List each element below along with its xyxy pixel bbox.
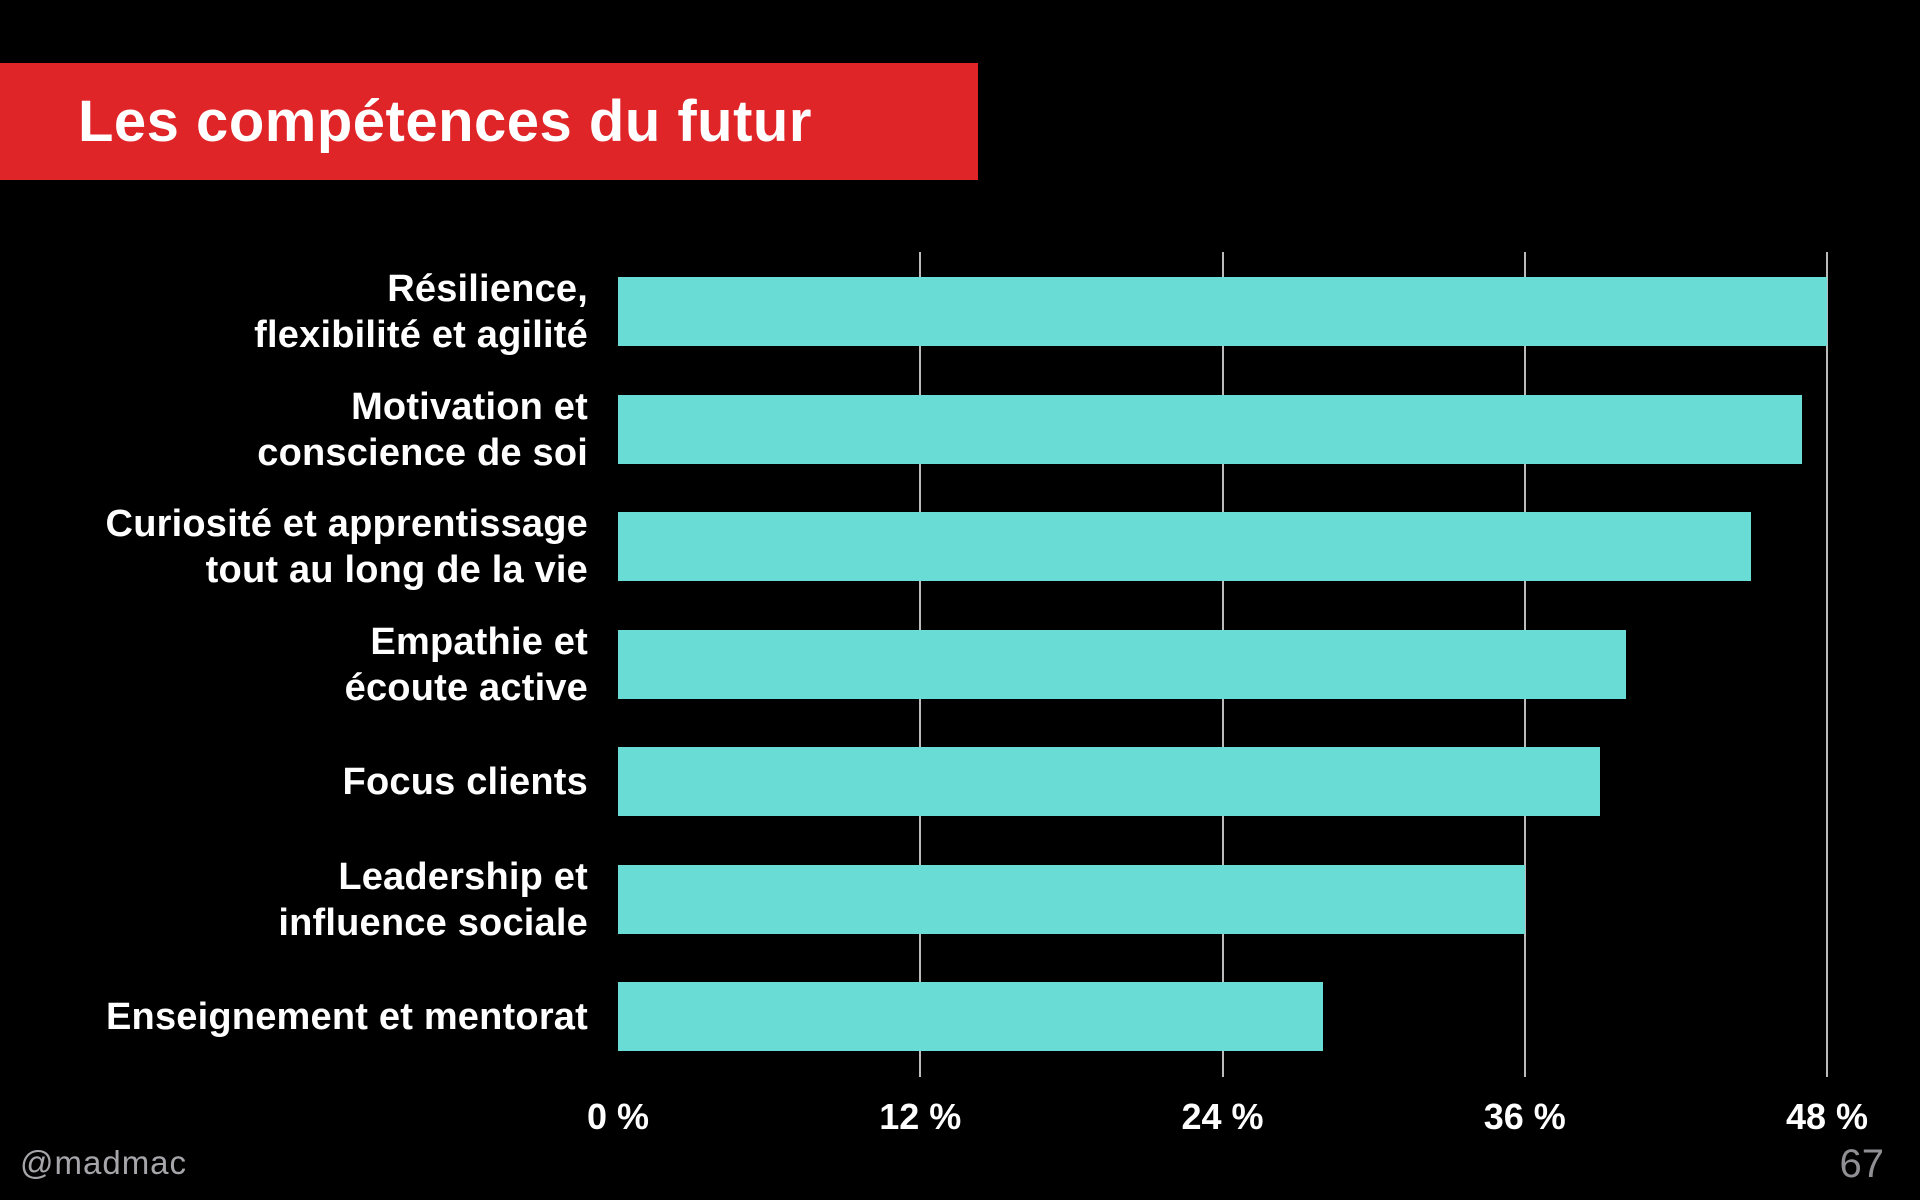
category-label-line: Motivation et (351, 386, 588, 428)
category-label-line: conscience de soi (257, 432, 588, 474)
gridline-48-percent (1826, 252, 1828, 1077)
category-label: Motivation et conscience de soi (0, 384, 588, 476)
slide-title: Les compétences du futur (78, 89, 812, 154)
category-label-line: Curiosité et apprentissage (105, 503, 588, 545)
x-axis-tick-label: 48 % (1785, 1096, 1869, 1137)
category-label: Focus clients (0, 759, 588, 805)
bar (618, 395, 1802, 464)
title-banner: Les compétences du futur (0, 63, 978, 180)
category-label-line: tout au long de la vie (205, 549, 588, 591)
page-number: 67 (1839, 1142, 1885, 1186)
category-label-line: Leadership et (338, 856, 588, 898)
bar (618, 630, 1626, 699)
x-axis-tick-label: 24 % (1181, 1096, 1264, 1137)
category-label-line: flexibilité et agilité (254, 314, 588, 356)
x-axis-tick-label: 36 % (1483, 1096, 1566, 1137)
category-label-line: Enseignement et mentorat (105, 996, 588, 1038)
footer-handle: @madmac (20, 1144, 188, 1181)
category-label-line: Empathie et (370, 621, 588, 663)
category-label: Enseignement et mentorat (0, 994, 588, 1040)
category-label-line: écoute active (344, 667, 588, 709)
category-label: Empathie et écoute active (0, 619, 588, 711)
category-label: Leadership et influence sociale (0, 854, 588, 946)
category-label-line: Focus clients (342, 761, 588, 803)
x-axis-tick-label: 0 % (586, 1096, 650, 1137)
bar (618, 982, 1323, 1051)
category-label: Résilience, flexibilité et agilité (0, 266, 588, 358)
x-axis-tick-label: 12 % (879, 1096, 962, 1137)
bar (618, 512, 1751, 581)
bar (618, 865, 1525, 934)
category-label: Curiosité et apprentissage tout au long d… (0, 501, 588, 593)
bar (618, 277, 1827, 346)
bar (618, 747, 1600, 816)
category-label-line: Résilience, (387, 268, 588, 310)
category-label-line: influence sociale (278, 902, 588, 944)
